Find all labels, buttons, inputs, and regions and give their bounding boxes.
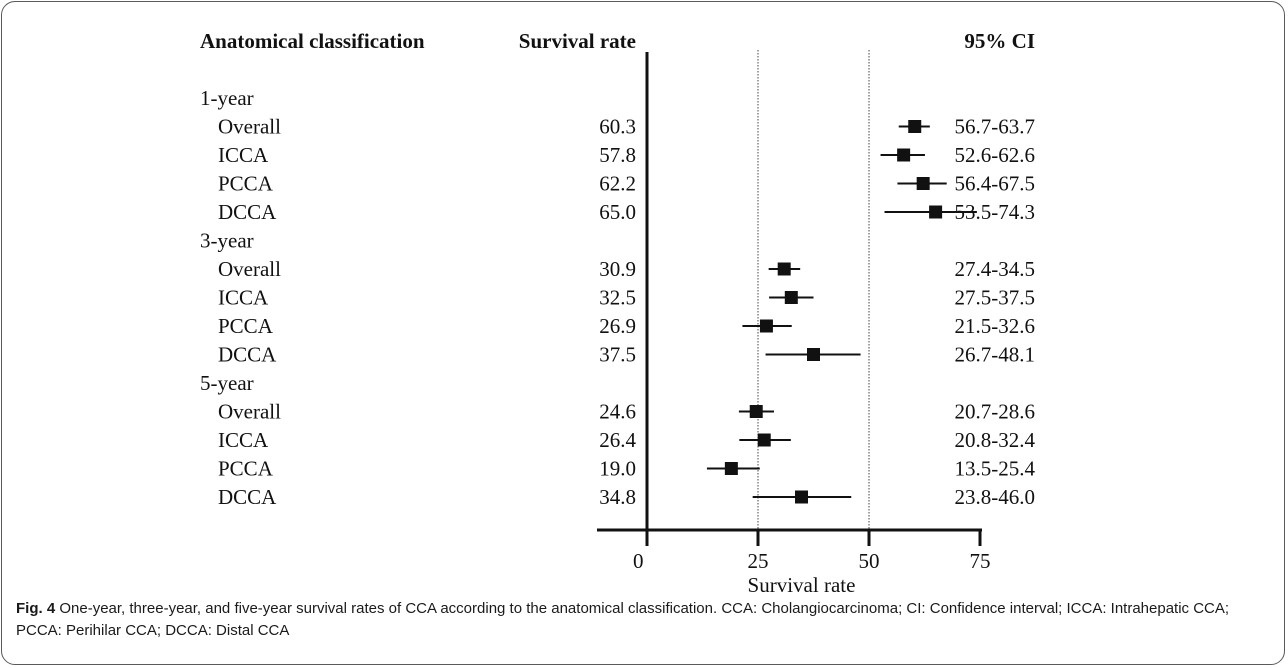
point-marker-1-1 <box>908 120 922 133</box>
x-tick-label-25: 25 <box>748 549 769 573</box>
rate-value-2-1: 30.9 <box>599 257 636 281</box>
ci-value-2-3: 21.5-32.6 <box>955 314 1036 338</box>
rate-value-3-1: 24.6 <box>599 400 636 424</box>
row-label-3-2: ICCA <box>218 428 269 452</box>
caption-label: Fig. 4 <box>16 600 56 617</box>
point-marker-3-3 <box>724 462 738 475</box>
row-label-1-3: PCCA <box>218 172 274 196</box>
ci-value-1-1: 56.7-63.7 <box>955 115 1036 139</box>
rate-value-1-2: 57.8 <box>599 143 636 167</box>
group-label-2: 3-year <box>200 229 254 253</box>
x-axis-title: Survival rate <box>748 573 856 597</box>
point-marker-3-1 <box>749 405 763 418</box>
row-label-1-4: DCCA <box>218 200 277 224</box>
ci-value-3-1: 20.7-28.6 <box>955 400 1036 424</box>
point-marker-1-4 <box>929 205 943 219</box>
row-label-2-3: PCCA <box>218 314 274 338</box>
row-label-3-4: DCCA <box>218 485 277 509</box>
ci-value-1-2: 52.6-62.6 <box>955 143 1036 167</box>
forest-plot: Anatomical classification Survival rate … <box>200 29 1036 597</box>
ci-value-1-3: 56.4-67.5 <box>955 172 1036 196</box>
header-classification: Anatomical classification <box>200 29 425 53</box>
row-label-3-1: Overall <box>218 400 281 424</box>
x-tick-label-75: 75 <box>970 549 991 573</box>
ci-value-3-3: 13.5-25.4 <box>955 457 1036 481</box>
row-label-3-3: PCCA <box>218 457 274 481</box>
rate-value-1-4: 65.0 <box>599 200 636 224</box>
point-marker-2-2 <box>784 291 798 304</box>
row-label-2-2: ICCA <box>218 286 269 310</box>
ci-value-3-2: 20.8-32.4 <box>955 428 1036 452</box>
row-label-1-2: ICCA <box>218 143 269 167</box>
x-tick-label-0: 0 <box>633 549 644 573</box>
rate-value-2-2: 32.5 <box>599 286 636 310</box>
rate-value-2-4: 37.5 <box>599 343 636 367</box>
point-marker-2-4 <box>807 348 820 361</box>
point-marker-2-3 <box>759 319 773 333</box>
row-label-2-4: DCCA <box>218 343 277 367</box>
group-label-3: 5-year <box>200 371 254 395</box>
ci-value-2-2: 27.5-37.5 <box>955 286 1036 310</box>
figure-caption: Fig. 4 One-year, three-year, and five-ye… <box>16 598 1266 642</box>
ci-value-2-1: 27.4-34.5 <box>955 257 1036 281</box>
rate-value-1-1: 60.3 <box>599 115 636 139</box>
point-marker-2-1 <box>777 262 791 276</box>
rate-value-3-3: 19.0 <box>599 457 636 481</box>
row-label-1-1: Overall <box>218 115 281 139</box>
point-marker-1-2 <box>897 148 911 162</box>
rate-value-3-4: 34.8 <box>599 485 636 509</box>
group-label-1: 1-year <box>200 86 254 110</box>
point-marker-3-4 <box>795 490 809 504</box>
x-tick-label-50: 50 <box>859 549 880 573</box>
ci-value-3-4: 23.8-46.0 <box>955 485 1036 509</box>
point-marker-3-2 <box>757 433 771 447</box>
point-marker-1-3 <box>916 177 930 190</box>
header-ci: 95% CI <box>964 29 1035 53</box>
rate-value-2-3: 26.9 <box>599 314 636 338</box>
rate-value-3-2: 26.4 <box>599 428 636 452</box>
row-label-2-1: Overall <box>218 257 281 281</box>
ci-value-2-4: 26.7-48.1 <box>955 343 1036 367</box>
rate-value-1-3: 62.2 <box>599 172 636 196</box>
caption-text: One-year, three-year, and five-year surv… <box>16 600 1230 639</box>
header-survival-rate: Survival rate <box>519 29 636 53</box>
